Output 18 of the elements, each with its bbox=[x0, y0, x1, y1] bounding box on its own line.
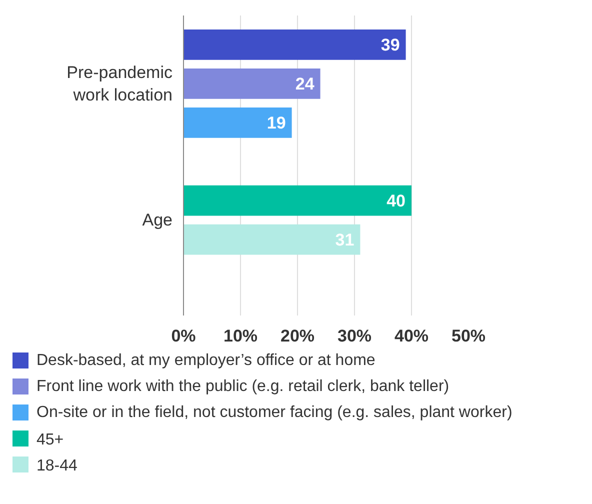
legend-label: On-site or in the field, not customer facing (e.g. sales, plant worker) bbox=[36, 404, 512, 421]
x-tick-label: 40% bbox=[394, 326, 429, 346]
y-tick-label: Age bbox=[142, 210, 172, 230]
x-tick-label: 50% bbox=[451, 326, 486, 346]
data-label: 31 bbox=[335, 230, 354, 250]
x-tick-label: 30% bbox=[337, 326, 372, 346]
legend-label: 18-44 bbox=[36, 458, 78, 474]
data-label: 24 bbox=[295, 74, 315, 94]
legend-label: Front line work with the public (e.g. retail clerk, bank teller) bbox=[36, 378, 450, 395]
legend-label: Desk-based, at my employer’s office or at home bbox=[36, 352, 376, 369]
data-label: 19 bbox=[266, 114, 286, 133]
x-tick-label: 20% bbox=[280, 326, 315, 346]
y-tick-label: Pre-pandemic work location bbox=[66, 62, 173, 105]
x-tick-label: 0% bbox=[171, 326, 196, 346]
legend-label: 45+ bbox=[36, 432, 64, 448]
data-label: 40 bbox=[386, 192, 406, 211]
data-label: 39 bbox=[380, 36, 400, 55]
x-tick-label: 10% bbox=[223, 326, 258, 346]
